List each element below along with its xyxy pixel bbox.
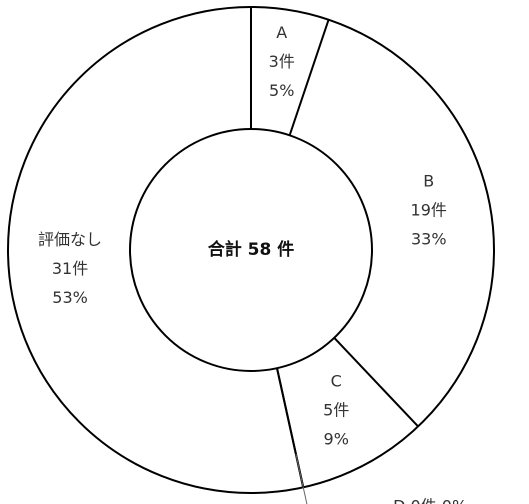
slice-percent-label: 5%	[269, 81, 294, 100]
slice-count-label: 31件	[52, 259, 88, 278]
center-total-label: 合計 58 件	[208, 239, 295, 260]
slice-percent-label: 9%	[324, 429, 349, 448]
slice-divider-A	[288, 19, 330, 136]
slice-category-label: 評価なし	[38, 230, 102, 249]
slice-percent-label: 33%	[411, 229, 447, 248]
slice-label-C: C 5件 9%	[323, 371, 349, 448]
slice-label-A: A 3件 5%	[269, 23, 295, 100]
slice-count-label: 3件	[269, 52, 295, 71]
slice-label-B: B 19件 33%	[411, 171, 447, 248]
slice-category-label: C	[331, 371, 342, 390]
slice-label-評価なし: 評価なし 31件 53%	[38, 230, 102, 307]
slice-count-label: 5件	[323, 400, 349, 419]
slice-category-label: A	[276, 23, 287, 42]
slice-percent-label: 53%	[52, 288, 88, 307]
slice-category-label: B	[423, 171, 434, 190]
callout-label-D: D 0件 0%	[393, 496, 467, 504]
slice-count-label: 19件	[411, 200, 447, 219]
callout-leader-D	[295, 454, 308, 504]
slice-divider-B	[333, 337, 419, 428]
